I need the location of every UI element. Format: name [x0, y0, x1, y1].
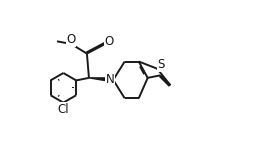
Text: N: N	[106, 73, 115, 86]
Text: O: O	[105, 35, 114, 48]
Polygon shape	[89, 78, 113, 82]
Text: O: O	[67, 34, 76, 46]
Text: S: S	[157, 58, 165, 71]
Text: Cl: Cl	[57, 103, 69, 116]
